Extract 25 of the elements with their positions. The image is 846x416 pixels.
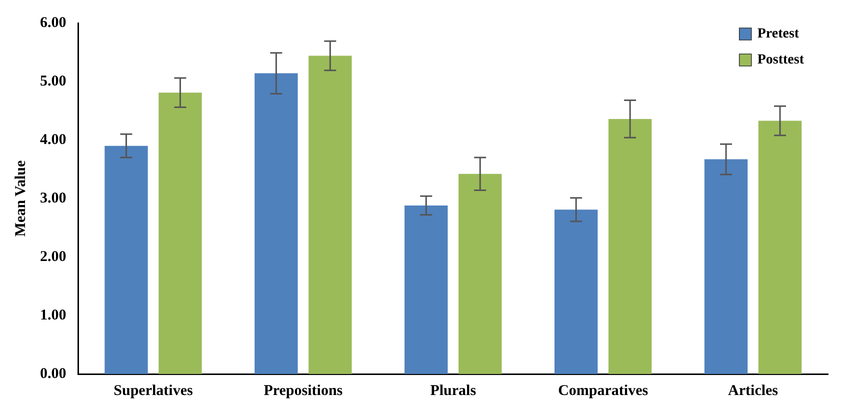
y-tick-label: 3.00	[40, 190, 66, 206]
y-tick-label: 2.00	[40, 248, 66, 265]
y-tick-label: 1.00	[40, 307, 66, 324]
bar	[158, 92, 202, 374]
x-tick-label: Prepositions	[264, 382, 343, 399]
bar	[458, 174, 502, 374]
legend-label: Posttest	[757, 52, 804, 68]
y-tick-label: 5.00	[40, 73, 66, 90]
x-tick-label: Superlatives	[114, 382, 193, 399]
bar	[404, 206, 448, 374]
y-tick-label: 4.00	[40, 132, 66, 148]
x-tick-label: Plurals	[430, 382, 476, 399]
y-axis-title: Mean Value	[12, 160, 29, 237]
bar	[104, 146, 148, 374]
bar	[254, 73, 298, 374]
y-tick-label: 6.00	[40, 14, 66, 31]
bar	[608, 118, 652, 374]
bar	[704, 159, 748, 374]
y-tick-label: 0.00	[40, 366, 66, 382]
x-tick-label: Comparatives	[558, 382, 648, 399]
bar	[758, 120, 802, 374]
legend-label: Pretest	[757, 26, 800, 42]
x-tick-label: Articles	[728, 382, 778, 399]
bar	[308, 56, 352, 374]
bar	[554, 210, 598, 374]
